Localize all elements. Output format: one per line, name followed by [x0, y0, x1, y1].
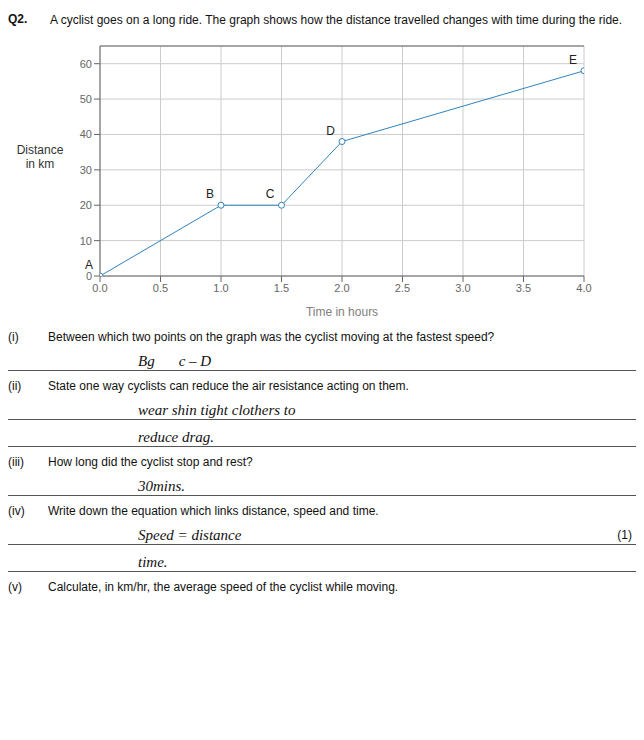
svg-text:20: 20: [80, 199, 92, 211]
svg-text:10: 10: [80, 235, 92, 247]
html-text:(iv): (iv): [8, 504, 25, 518]
html-text:(i): (i): [8, 330, 19, 344]
html-text:reduce drag.: reduce drag.: [138, 429, 215, 445]
svg-text:3.0: 3.0: [455, 282, 470, 294]
html-text:Write down the equation which: Write down the equation which links dist…: [48, 504, 379, 518]
html-text:(1): (1): [617, 528, 632, 542]
html-text:State one way cyclists can red: State one way cyclists can reduce the ai…: [48, 379, 409, 393]
svg-text:2.0: 2.0: [334, 282, 349, 294]
html-text:(ii): (ii): [8, 379, 22, 393]
svg-text:4.0: 4.0: [576, 282, 591, 294]
svg-text:30: 30: [80, 164, 92, 176]
html-text:30mins.: 30mins.: [138, 478, 186, 494]
svg-text:0: 0: [85, 269, 92, 282]
svg-text:C: C: [266, 187, 275, 201]
svg-text:50: 50: [80, 93, 92, 105]
svg-text:1.5: 1.5: [274, 282, 289, 294]
svg-text:2.5: 2.5: [395, 282, 410, 294]
svg-text:D: D: [326, 124, 335, 138]
svg-text:E: E: [569, 53, 577, 67]
html-text:(v): (v): [8, 580, 22, 594]
svg-text:60: 60: [80, 58, 92, 70]
html-text:time.: time.: [138, 554, 168, 570]
html-text:A cyclist goes on a long ride.: A cyclist goes on a long ride. The graph…: [50, 13, 623, 27]
svg-text:3.5: 3.5: [516, 282, 531, 294]
html-text:(iii): (iii): [8, 455, 24, 469]
html-text:wear shin tight clothers to: wear shin tight clothers to: [138, 402, 296, 418]
html-text:Between which two points on th: Between which two points on the graph wa…: [48, 330, 495, 344]
svg-text:0.5: 0.5: [153, 282, 168, 294]
html-text:How long did the cyclist stop: How long did the cyclist stop and rest?: [48, 455, 253, 469]
html-text:Calculate, in km/hr, the avera: Calculate, in km/hr, the average speed o…: [48, 580, 399, 594]
svg-text:Distancein km: Distancein km: [17, 143, 64, 171]
svg-text:40: 40: [80, 128, 92, 140]
html-text:Q2.: Q2.: [8, 12, 28, 26]
svg-text:A: A: [85, 258, 93, 272]
html-text:Speed = distance: Speed = distance: [138, 527, 242, 543]
html-text:Bg: Bg: [138, 353, 155, 369]
svg-text:0.0: 0.0: [92, 282, 107, 294]
svg-text:Time in hours: Time in hours: [306, 305, 378, 319]
html-text:c – D: c – D: [178, 353, 212, 369]
svg-text:1.0: 1.0: [213, 282, 228, 294]
svg-text:B: B: [206, 187, 214, 201]
